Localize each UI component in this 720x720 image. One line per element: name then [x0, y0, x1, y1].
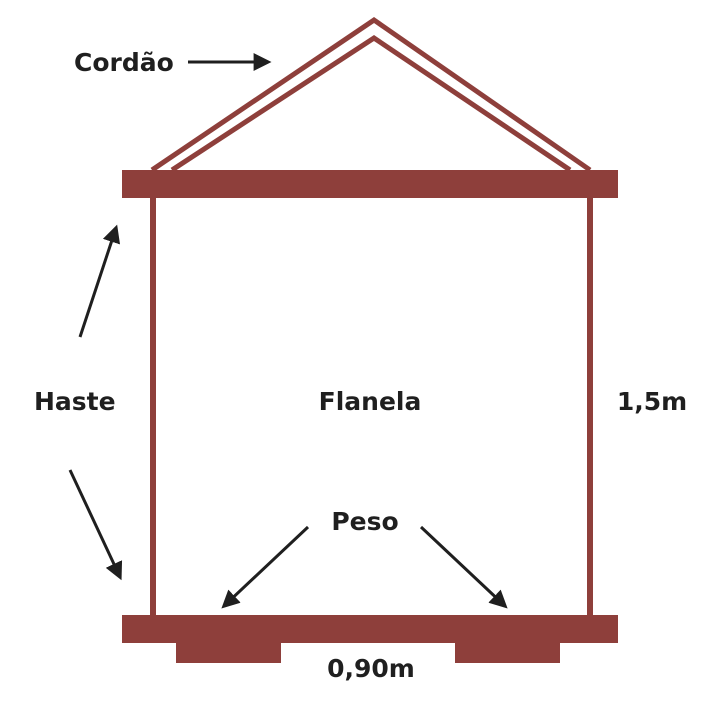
flannel-label: Flanela: [319, 387, 422, 416]
rod-arrow-down: [68, 469, 123, 581]
weight-label: Peso: [331, 507, 398, 536]
width-label: 0,90m: [327, 654, 415, 683]
top-rod: [122, 170, 618, 198]
cord-label: Cordão: [74, 48, 174, 77]
weight-left: [176, 640, 281, 663]
bottom-rod: [122, 615, 618, 643]
weight-arrow-left: [221, 525, 310, 609]
weight-right: [455, 640, 560, 663]
rod-label: Haste: [34, 387, 116, 416]
left-side-line: [150, 196, 156, 616]
right-side-line: [587, 196, 593, 616]
cord-outer-line: [150, 16, 592, 173]
rod-arrow-up: [78, 224, 121, 338]
cord-triangle: [150, 16, 592, 173]
weight-arrow-right: [419, 525, 508, 609]
height-label: 1,5m: [617, 387, 687, 416]
cord-inner-line: [170, 34, 572, 173]
